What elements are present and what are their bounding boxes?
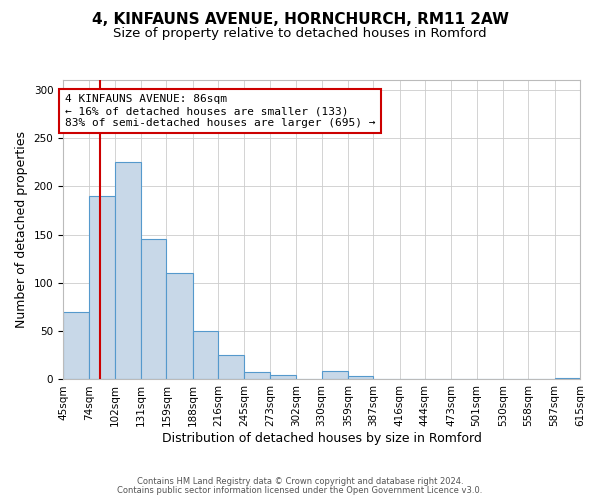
Text: 4, KINFAUNS AVENUE, HORNCHURCH, RM11 2AW: 4, KINFAUNS AVENUE, HORNCHURCH, RM11 2AW xyxy=(91,12,509,28)
Y-axis label: Number of detached properties: Number of detached properties xyxy=(15,131,28,328)
Bar xyxy=(554,378,580,380)
Bar xyxy=(115,162,141,380)
Bar xyxy=(244,372,270,380)
Text: Contains HM Land Registry data © Crown copyright and database right 2024.: Contains HM Land Registry data © Crown c… xyxy=(137,477,463,486)
Bar xyxy=(63,312,89,380)
Text: 4 KINFAUNS AVENUE: 86sqm
← 16% of detached houses are smaller (133)
83% of semi-: 4 KINFAUNS AVENUE: 86sqm ← 16% of detach… xyxy=(65,94,376,128)
Bar xyxy=(89,196,115,380)
Bar xyxy=(270,374,296,380)
Bar xyxy=(193,331,218,380)
Bar xyxy=(348,376,373,380)
X-axis label: Distribution of detached houses by size in Romford: Distribution of detached houses by size … xyxy=(161,432,481,445)
Text: Contains public sector information licensed under the Open Government Licence v3: Contains public sector information licen… xyxy=(118,486,482,495)
Text: Size of property relative to detached houses in Romford: Size of property relative to detached ho… xyxy=(113,28,487,40)
Bar xyxy=(141,240,166,380)
Bar xyxy=(322,371,348,380)
Bar xyxy=(166,273,193,380)
Bar xyxy=(218,356,244,380)
